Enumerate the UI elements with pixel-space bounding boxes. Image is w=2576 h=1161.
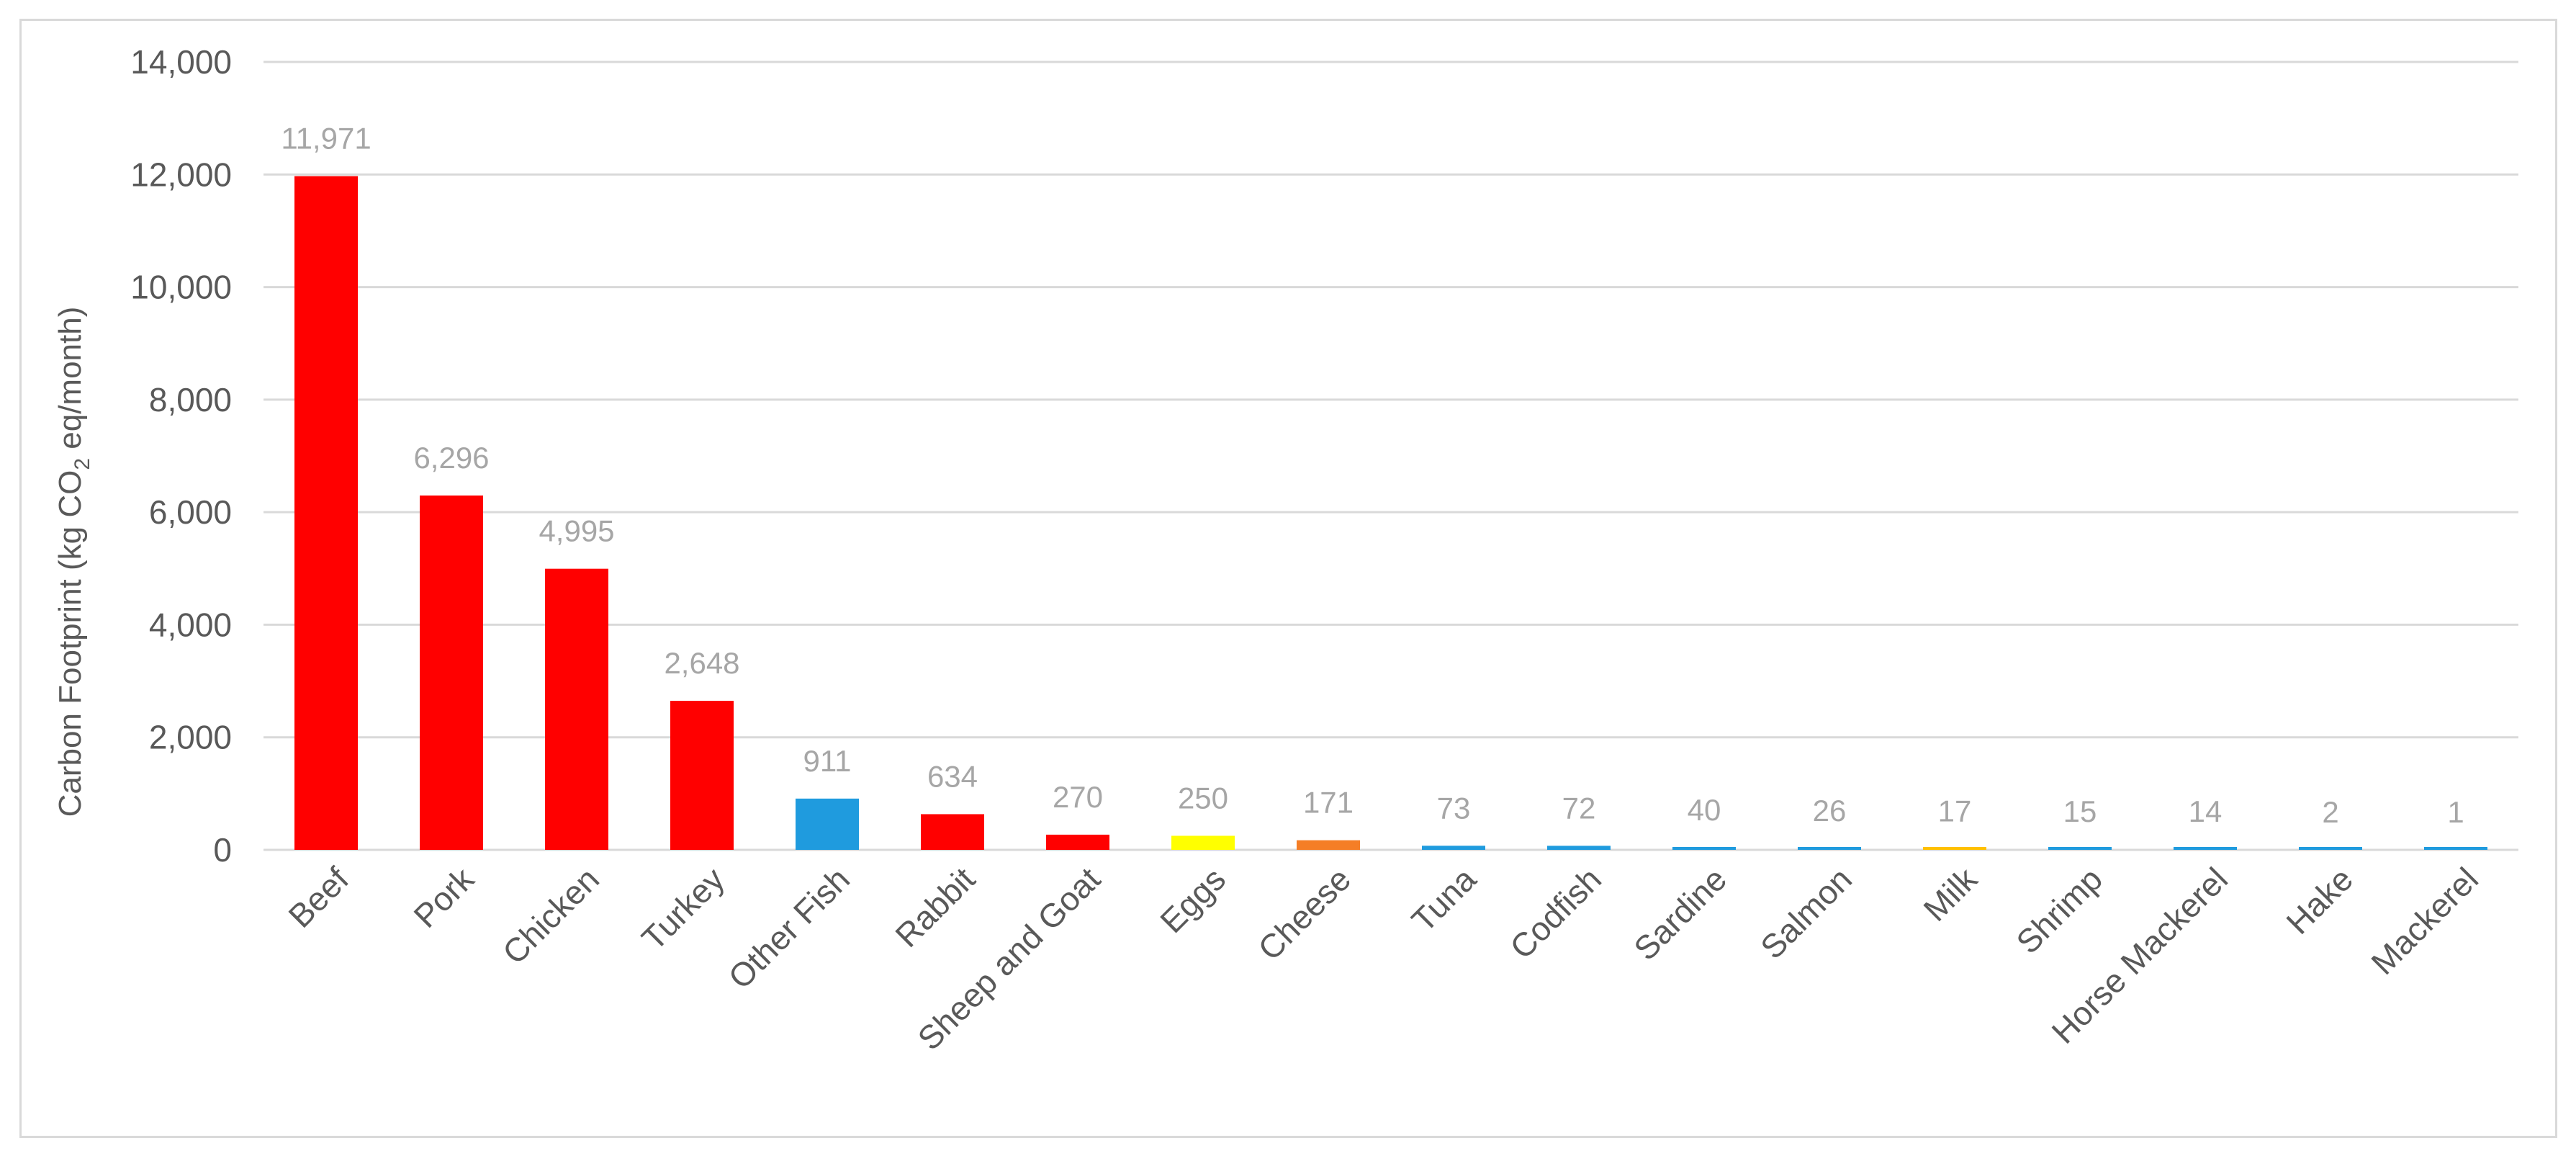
bar-salmon xyxy=(1798,847,1861,850)
x-tick-label: Salmon xyxy=(1753,860,1859,966)
x-tick-label: Shrimp xyxy=(2009,860,2109,961)
data-label: 6,296 xyxy=(413,441,489,475)
x-tick-label: Sardine xyxy=(1626,860,1734,967)
x-tick-label: Chicken xyxy=(495,860,606,971)
y-tick-label: 4,000 xyxy=(149,606,232,643)
x-tick-label: Turkey xyxy=(634,860,731,957)
data-label: 2 xyxy=(2322,795,2338,829)
bar-tuna xyxy=(1422,846,1485,850)
bar-pork xyxy=(420,496,483,850)
x-tick-label: Cheese xyxy=(1251,860,1358,967)
data-label: 1 xyxy=(2447,795,2464,829)
data-label: 171 xyxy=(1303,786,1354,820)
data-label: 2,648 xyxy=(664,646,739,680)
data-label: 26 xyxy=(1813,794,1847,828)
y-axis-title: Carbon Footprint (kg CO2 eq/month) xyxy=(53,307,94,817)
bar-turkey xyxy=(670,701,734,850)
bar-chicken xyxy=(545,568,608,850)
bar-codfish xyxy=(1547,846,1611,850)
y-tick-label: 2,000 xyxy=(149,719,232,756)
x-tick-label: Rabbit xyxy=(888,860,982,954)
y-tick-label: 10,000 xyxy=(130,269,232,306)
bar-milk xyxy=(1923,847,1986,850)
x-tick-label: Other Fish xyxy=(721,860,857,996)
data-label: 270 xyxy=(1053,780,1103,814)
x-tick-label: Beef xyxy=(281,860,356,935)
y-tick-label: 0 xyxy=(213,831,232,869)
data-label: 72 xyxy=(1562,791,1596,825)
x-tick-label: Eggs xyxy=(1153,860,1233,940)
x-tick-label: Milk xyxy=(1916,860,1984,928)
bar-hake xyxy=(2299,847,2362,850)
x-tick-label: Hake xyxy=(2279,860,2360,941)
data-label: 4,995 xyxy=(539,514,614,548)
y-tick-label: 14,000 xyxy=(130,43,232,81)
data-label: 40 xyxy=(1688,793,1721,827)
bar-other-fish xyxy=(796,798,859,850)
bar-eggs xyxy=(1171,835,1235,850)
data-label: 911 xyxy=(803,744,852,778)
y-tick-label: 12,000 xyxy=(130,156,232,193)
bar-cheese xyxy=(1297,840,1360,850)
data-label: 14 xyxy=(2189,794,2223,828)
data-label: 11,971 xyxy=(281,122,371,156)
x-tick-label: Codfish xyxy=(1503,860,1608,966)
bar-shrimp xyxy=(2048,847,2112,850)
data-label: 73 xyxy=(1437,791,1471,825)
bar-sardine xyxy=(1672,847,1736,850)
bar-mackerel xyxy=(2424,847,2487,850)
x-tick-label: Pork xyxy=(406,860,481,935)
x-tick-label: Tuna xyxy=(1404,860,1483,939)
bar-rabbit xyxy=(921,814,984,850)
x-tick-label: Mackerel xyxy=(2364,860,2485,982)
data-label: 17 xyxy=(1938,794,1972,828)
bar-beef xyxy=(294,176,358,850)
data-label: 250 xyxy=(1178,781,1228,815)
data-label: 15 xyxy=(2063,794,2097,828)
y-axis-ticks: 0 2,000 4,000 6,000 8,000 10,000 12,000 14,000 xyxy=(130,43,232,869)
bar-horse-mackerel xyxy=(2174,847,2237,850)
data-label: 634 xyxy=(927,759,978,793)
y-tick-label: 6,000 xyxy=(149,493,232,531)
gridlines xyxy=(264,60,2518,851)
bars xyxy=(294,176,2487,850)
y-tick-label: 8,000 xyxy=(149,381,232,418)
bar-sheep-and-goat xyxy=(1046,834,1109,850)
